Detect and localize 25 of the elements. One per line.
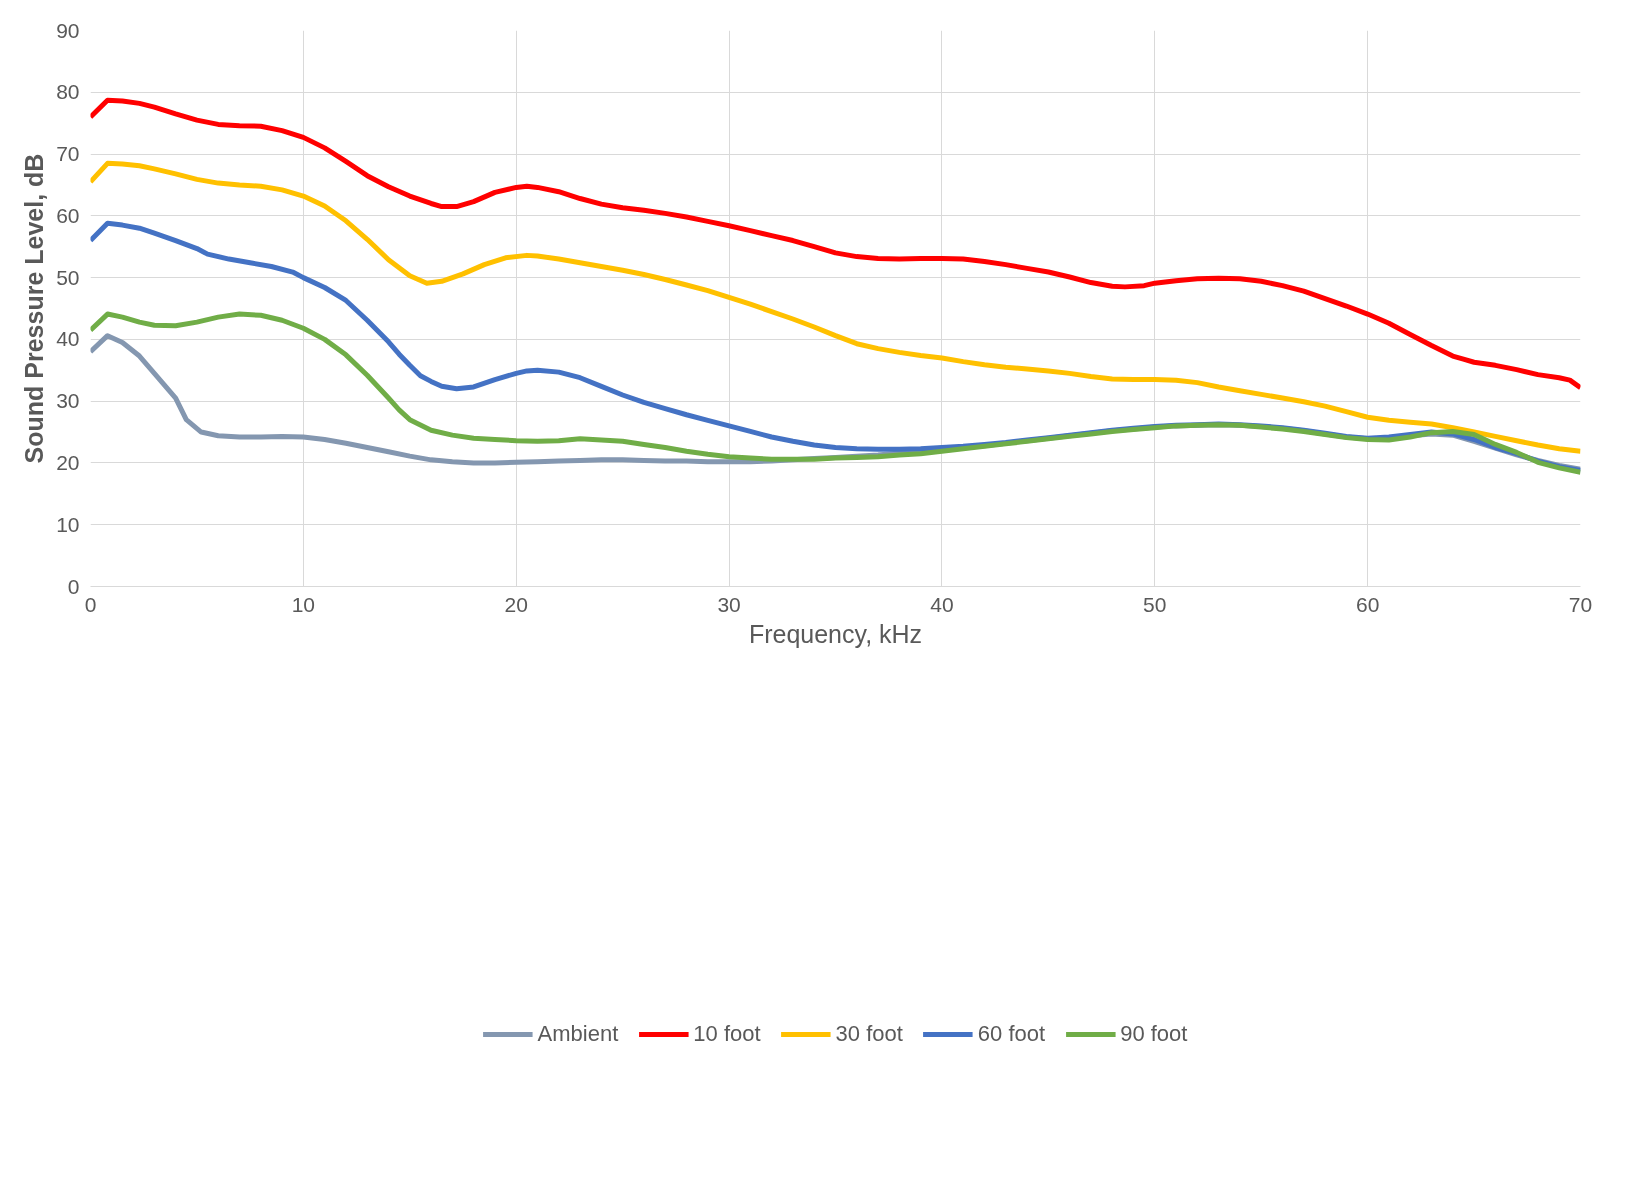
x-tick-label: 70 — [1568, 592, 1593, 616]
y-tick-label: 10 — [56, 512, 80, 536]
x-tick-label: 50 — [1143, 592, 1167, 616]
x-axis-title: Frequency, kHz — [748, 619, 923, 648]
legend-label: Ambient — [537, 1020, 619, 1047]
legend-label: 30 foot — [835, 1020, 903, 1047]
y-tick-label: 0 — [67, 574, 80, 598]
x-tick-label: 40 — [930, 592, 954, 616]
x-tick-label: 30 — [717, 592, 741, 616]
legend-label: 60 foot — [977, 1020, 1046, 1047]
x-tick-label: 20 — [504, 592, 528, 616]
y-tick-label: 80 — [56, 80, 80, 104]
x-tick-label: 10 — [291, 592, 316, 616]
x-tick-label: 60 — [1355, 592, 1380, 616]
x-tick-label: 0 — [84, 592, 97, 616]
y-axis-title: Sound Pressure Level, dB — [20, 153, 49, 464]
y-tick-label: 50 — [56, 265, 80, 289]
y-tick-label: 20 — [56, 450, 80, 474]
legend-label: 10 foot — [693, 1020, 761, 1047]
y-tick-label: 90 — [56, 18, 80, 42]
y-tick-label: 70 — [56, 142, 80, 166]
y-tick-label: 30 — [56, 389, 80, 413]
y-tick-label: 60 — [56, 203, 80, 227]
legend-label: 90 foot — [1120, 1020, 1188, 1047]
y-tick-label: 40 — [56, 327, 80, 351]
